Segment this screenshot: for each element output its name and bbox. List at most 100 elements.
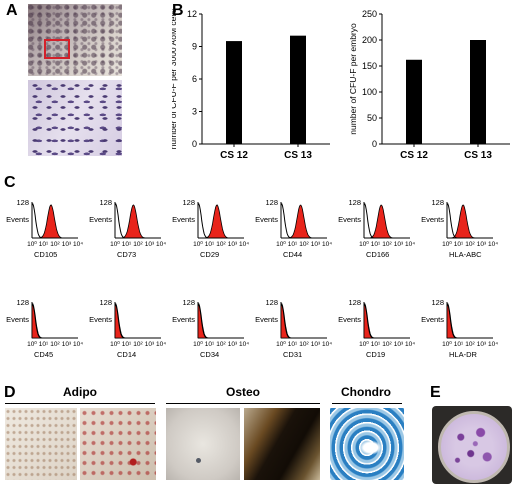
chondro-image [330, 408, 404, 480]
x-tick-label: 10¹ [205, 241, 215, 248]
stained-histogram [280, 304, 327, 339]
osteo-label: Osteo [225, 385, 260, 399]
isotype-control-histogram [363, 203, 410, 239]
y-max-label: 128 [431, 298, 444, 307]
marker-label: CD44 [283, 250, 302, 259]
x-tick-label: 10³ [311, 341, 321, 348]
events-label: Events [172, 215, 195, 224]
x-tick-label: 10¹ [371, 341, 381, 348]
marker-label: CD14 [117, 350, 136, 359]
marker-label: CD31 [283, 350, 302, 359]
panel-label-a: A [6, 2, 18, 19]
x-tick-label: 10¹ [454, 341, 464, 348]
stained-histogram [447, 204, 493, 239]
events-label: Events [255, 315, 278, 324]
stained-histogram [115, 204, 161, 239]
x-tick-label: 10⁴ [73, 341, 83, 348]
events-label: Events [255, 215, 278, 224]
events-label: Events [421, 315, 444, 324]
y-max-label: 128 [99, 298, 112, 307]
marker-label: CD105 [34, 250, 57, 259]
x-tick-label: 10¹ [371, 241, 381, 248]
colony-overview-image [28, 4, 122, 76]
marker-label: CD19 [366, 350, 385, 359]
bar-cs-12 [226, 41, 242, 145]
events-label: Events [338, 215, 361, 224]
events-label: Events [338, 315, 361, 324]
x-tick-label: 10² [382, 341, 392, 348]
x-tick-label: 10³ [62, 241, 72, 248]
x-tick-label: 10⁴ [322, 341, 332, 348]
isotype-control-histogram [114, 303, 161, 339]
y-max-label: 128 [182, 298, 195, 307]
bar-cs-13 [290, 35, 306, 144]
histogram-cd166: Events 128 10⁰ 10¹ 10² 10³ 10⁴ CD166 [338, 198, 415, 259]
stained-histogram [31, 304, 78, 339]
x-tick-label: 10³ [477, 341, 487, 348]
stained-histogram [198, 204, 244, 239]
osteo-rule [166, 403, 320, 404]
stained-histogram [364, 204, 410, 239]
stained-histogram [114, 304, 161, 339]
marker-label: CD166 [366, 250, 389, 259]
osteo-spot [196, 458, 201, 463]
stained-histogram [281, 204, 327, 239]
culture-dish [438, 411, 510, 483]
adipo-induced-image [80, 408, 156, 480]
x-tick-label: 10⁰ [193, 240, 203, 248]
y-tick-label: 100 [362, 87, 377, 97]
x-tick-label: 10⁴ [73, 241, 83, 248]
x-tick-label: 10⁰ [27, 340, 37, 348]
x-tick-label: 10³ [394, 241, 404, 248]
y-max-label: 128 [265, 298, 278, 307]
colony-dish-image [432, 406, 512, 484]
x-tick-label: 10¹ [288, 341, 298, 348]
x-tick-label: 10⁰ [359, 340, 369, 348]
y-max-label: 128 [16, 298, 29, 307]
x-tick-label: 10³ [145, 341, 155, 348]
zoom-region-box [44, 39, 70, 59]
bar-cs-13 [470, 40, 486, 144]
chondro-rule [332, 403, 402, 404]
stained-histogram [197, 304, 244, 339]
x-tick-label: 10² [382, 241, 392, 248]
x-tick-label: 10³ [228, 241, 238, 248]
x-tick-label: 10⁴ [156, 341, 166, 348]
marker-label: HLA-DR [449, 350, 478, 359]
x-tick-label: 10⁰ [193, 340, 203, 348]
x-tick-label: 10¹ [122, 341, 132, 348]
x-tick-label: CS 13 [284, 150, 312, 161]
y-tick-label: 250 [362, 9, 377, 19]
y-tick-label: 3 [192, 107, 197, 117]
x-tick-label: 10² [216, 341, 226, 348]
y-max-label: 128 [348, 298, 361, 307]
histogram-cd29: Events 128 10⁰ 10¹ 10² 10³ 10⁴ CD29 [172, 198, 249, 259]
marker-label: CD29 [200, 250, 219, 259]
isotype-control-histogram [31, 203, 78, 239]
x-tick-label: 10⁴ [405, 341, 415, 348]
isotype-control-histogram [114, 203, 161, 239]
x-tick-label: 10⁰ [110, 240, 120, 248]
x-tick-label: 10⁴ [405, 241, 415, 248]
y-tick-label: 0 [372, 139, 377, 149]
y-tick-label: 50 [367, 113, 377, 123]
isotype-control-histogram [363, 303, 410, 339]
marker-label: CD45 [34, 350, 53, 359]
histogram-hla-abc: Events 128 10⁰ 10¹ 10² 10³ 10⁴ HLA-ABC [421, 198, 498, 259]
panel-label-d: D [4, 384, 16, 401]
y-max-label: 128 [16, 198, 29, 207]
bar-chart-cfu-per-cells: 0 3 6 9 12 CS 12 CS 13 number of CFU-F per 3000… [172, 9, 330, 161]
isotype-control-histogram [280, 203, 327, 239]
x-tick-label: 10⁰ [276, 340, 286, 348]
x-tick-label: 10² [299, 341, 309, 348]
isotype-control-histogram [197, 203, 244, 239]
x-tick-label: CS 13 [464, 150, 492, 161]
stained-histogram [446, 304, 493, 339]
events-label: Events [6, 315, 29, 324]
adipo-label: Adipo [63, 385, 97, 399]
x-tick-label: 10³ [477, 241, 487, 248]
bar-chart-cfu-per-embryo: 0 50 100 150 200 250 CS 12 CS 13 number of CFU-F… [348, 9, 510, 161]
x-tick-label: 10³ [228, 341, 238, 348]
panel-label-e: E [430, 384, 441, 401]
x-tick-label: 10² [50, 341, 60, 348]
